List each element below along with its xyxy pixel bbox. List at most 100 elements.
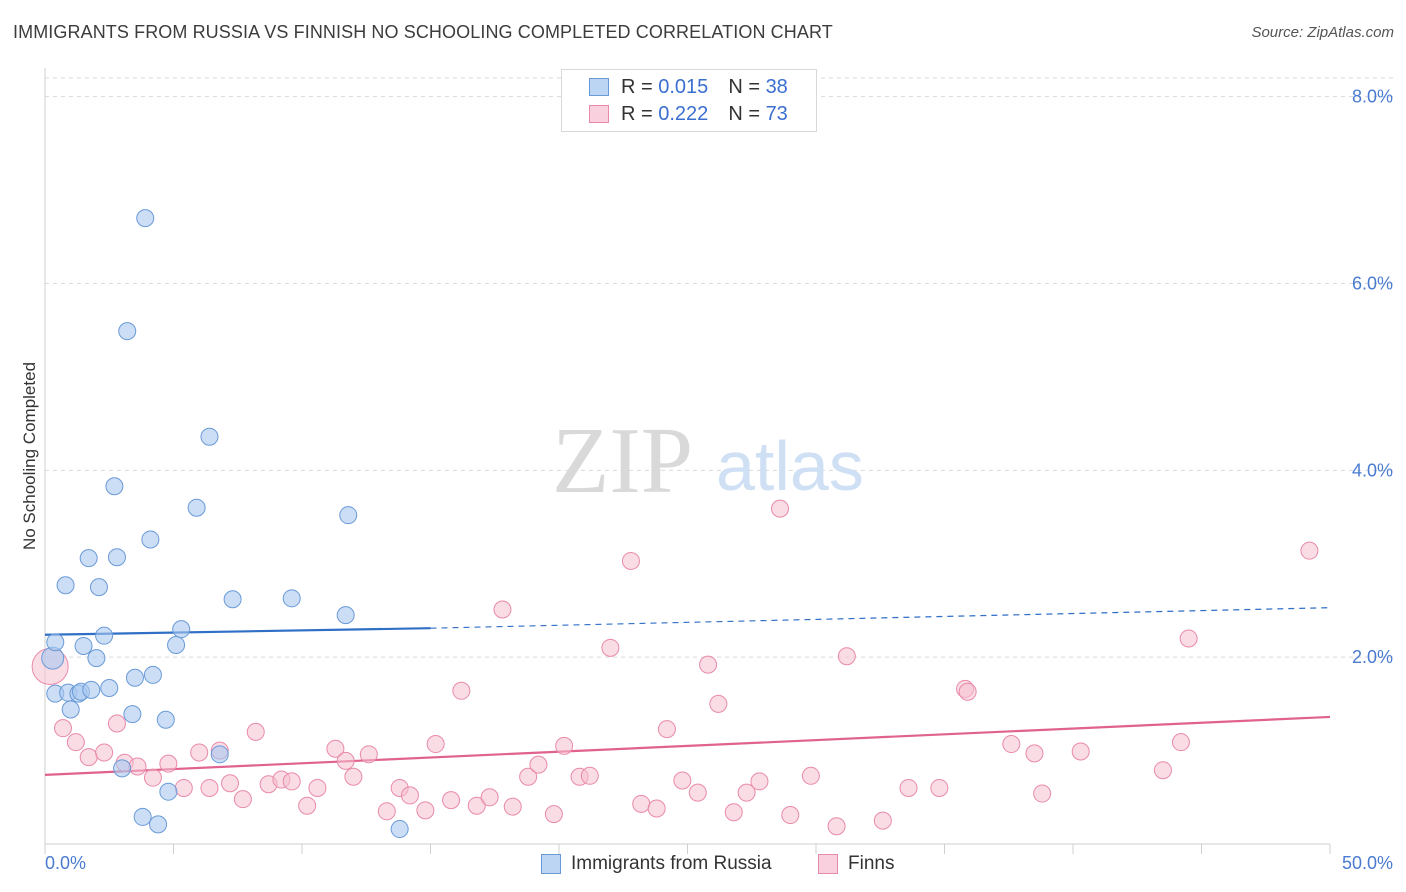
russia-point	[141, 530, 160, 549]
finns-point	[66, 733, 85, 752]
finns-point	[930, 778, 949, 797]
finns-point	[246, 722, 265, 741]
finns-point	[781, 806, 800, 825]
y-tick-label: 2.0%	[1352, 647, 1393, 667]
legend-swatch-finns	[589, 105, 609, 123]
russia-point	[125, 668, 144, 687]
legend-r-value: 0.222	[658, 102, 709, 125]
russia-point	[223, 590, 242, 609]
finns-point	[344, 767, 363, 786]
finns-point	[601, 638, 620, 657]
finns-point	[174, 778, 193, 797]
x-tick-label: 50.0%	[1342, 853, 1393, 873]
finns-point	[326, 739, 345, 758]
finns-point	[827, 817, 846, 836]
bottom-legend-label-russia: Immigrants from Russia	[571, 853, 772, 874]
finns-point	[657, 720, 676, 739]
russia-point	[156, 710, 175, 729]
finns-point	[1300, 541, 1319, 560]
finns-point	[1179, 629, 1198, 648]
finns-point	[647, 799, 666, 818]
russia-point	[56, 576, 75, 595]
finns-point	[416, 801, 435, 820]
watermark: ZIP atlas	[552, 409, 864, 513]
finns-point	[555, 736, 574, 755]
legend-r-value: 0.015	[658, 75, 709, 98]
finns-point	[737, 783, 756, 802]
russia-point	[339, 506, 358, 525]
russia-point	[95, 626, 114, 645]
axes	[44, 68, 1331, 854]
russia-point	[123, 705, 142, 724]
watermark-zip: ZIP	[552, 409, 693, 513]
bottom-legend-label-finns: Finns	[848, 853, 895, 874]
y-tick-labels: 2.0% 4.0% 6.0% 8.0%	[1352, 87, 1393, 667]
legend-row-russia: R = 0.015 N = 38	[589, 75, 788, 99]
russia-point	[89, 578, 108, 597]
russia-point	[336, 606, 355, 625]
finns-point	[958, 682, 977, 701]
russia-point	[136, 209, 155, 228]
finns-point	[688, 783, 707, 802]
finns-point	[632, 794, 651, 813]
finns-point	[529, 755, 548, 774]
russia-point	[167, 636, 186, 655]
bottom-legend-swatch-finns	[818, 854, 838, 874]
chart-title: IMMIGRANTS FROM RUSSIA VS FINNISH NO SCH…	[13, 22, 833, 42]
finns-point	[1153, 761, 1172, 780]
finns-points	[31, 499, 1319, 836]
finns-point	[750, 772, 769, 791]
finns-point	[200, 778, 219, 797]
russia-point	[100, 678, 119, 697]
grid-lines	[45, 77, 1395, 658]
legend-r-label: R =	[621, 75, 653, 98]
finns-point	[143, 768, 162, 787]
russia-point	[79, 549, 98, 568]
finns-point	[336, 751, 355, 770]
bottom-legend-finns: Finns	[818, 852, 894, 876]
bottom-legend-swatch-russia	[541, 854, 561, 874]
finns-point	[1002, 735, 1021, 754]
russia-point	[118, 322, 137, 341]
finns-point	[801, 766, 820, 785]
watermark-atlas: atlas	[716, 427, 864, 505]
finns-point	[308, 778, 327, 797]
finns-point	[837, 647, 856, 666]
finns-point	[771, 499, 790, 518]
russia-point	[82, 680, 101, 699]
finns-point	[426, 735, 445, 754]
y-tick-label: 8.0%	[1352, 87, 1393, 107]
y-axis-label: No Schooling Completed	[20, 362, 39, 550]
finns-point	[377, 802, 396, 821]
finns-point	[298, 796, 317, 815]
finns-point	[1025, 744, 1044, 763]
russia-point	[200, 427, 219, 446]
legend-n-value: 73	[765, 102, 788, 125]
y-tick-label: 6.0%	[1352, 274, 1393, 294]
finns-point	[79, 748, 98, 767]
russia-point	[187, 498, 206, 517]
russia-point	[210, 745, 229, 764]
legend-row-finns: R = 0.222 N = 73	[589, 102, 788, 126]
finns-point	[128, 757, 147, 776]
finns-point	[899, 778, 918, 797]
finns-point	[282, 772, 301, 791]
russia-point	[282, 589, 301, 608]
finns-point	[159, 754, 178, 773]
russia-point	[61, 700, 80, 719]
russia-point	[46, 633, 65, 652]
russia-point	[159, 782, 178, 801]
russia-point	[107, 548, 126, 567]
russia-point	[113, 759, 132, 778]
finns-point	[467, 796, 486, 815]
legend-swatch-russia	[589, 78, 609, 96]
x-tick-label: 0.0%	[45, 853, 86, 873]
finns-point	[873, 811, 892, 830]
finns-point	[1171, 733, 1190, 752]
finns-point	[53, 719, 72, 738]
y-tick-label: 4.0%	[1352, 460, 1393, 480]
russia-point	[105, 477, 124, 496]
legend-n-label: N =	[728, 75, 760, 98]
finns-point	[480, 788, 499, 807]
